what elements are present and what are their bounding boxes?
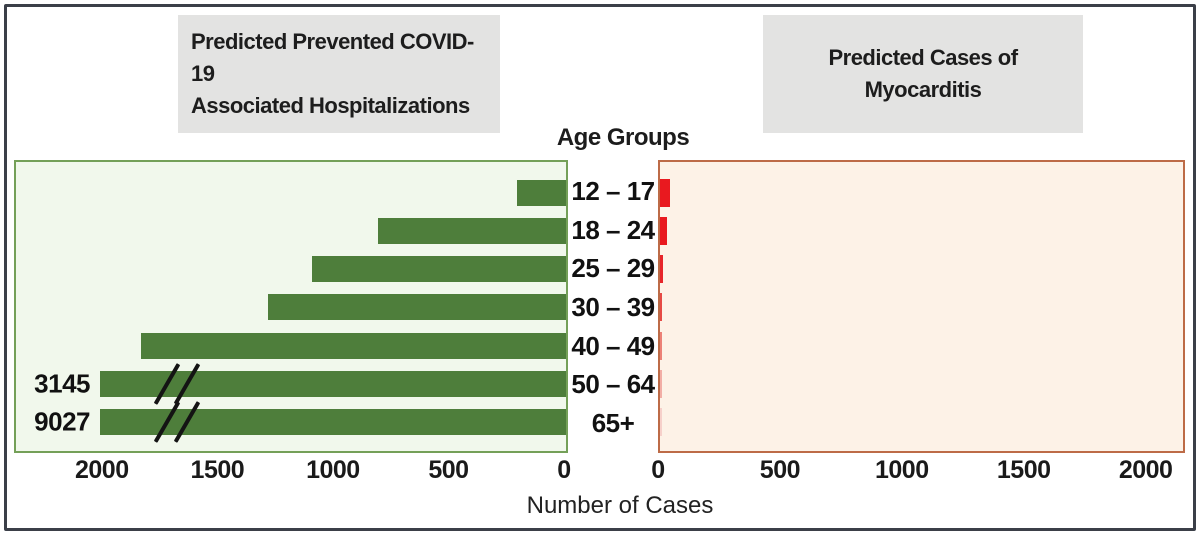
hospitalizations-row — [16, 327, 566, 365]
axis-tick-label: 2000 — [1118, 456, 1173, 484]
age-group-label: 30 – 39 — [571, 292, 655, 323]
axis-tick-label: 2000 — [75, 456, 129, 484]
age-group-label: 18 – 24 — [571, 214, 655, 245]
hospitalizations-row — [16, 250, 566, 288]
myocarditis-bar — [660, 407, 662, 436]
age-group-label: 12 – 17 — [571, 175, 655, 206]
hospitalizations-bar — [517, 180, 566, 207]
hospitalizations-bar — [267, 294, 566, 321]
age-groups-header: Age Groups — [556, 124, 690, 151]
myocarditis-row — [660, 403, 1183, 441]
age-group-label: 50 – 64 — [571, 369, 655, 400]
myocarditis-rows — [660, 162, 1183, 451]
myocarditis-bar — [660, 179, 670, 208]
myocarditis-row — [660, 250, 1183, 288]
axis-tick-label: 1500 — [996, 456, 1051, 484]
hospitalizations-bar — [311, 256, 566, 283]
age-group-label: 25 – 29 — [571, 253, 655, 284]
bar-value-label: 9027 — [34, 406, 90, 437]
hospitalizations-row: 3145 — [16, 362, 566, 405]
age-labels-column: 12 – 17 18 – 24 25 – 29 30 – 39 40 – 49 50 – … — [564, 160, 662, 453]
age-group-label: 40 – 49 — [571, 330, 655, 361]
myocarditis-bar — [660, 255, 664, 284]
hospitalizations-row — [16, 288, 566, 326]
myocarditis-bar — [660, 369, 662, 398]
hospitalizations-bar — [140, 332, 566, 359]
myocarditis-bar — [660, 217, 667, 246]
myocarditis-row — [660, 288, 1183, 326]
left-axis-ticks: 2000 1500 1000 500 0 — [14, 456, 571, 486]
axis-tick-label: 1000 — [306, 456, 360, 484]
axis-tick-label: 0 — [651, 456, 665, 484]
hospitalizations-panel: 3145 9027 — [14, 160, 568, 453]
axis-tick-label: 0 — [557, 456, 571, 484]
myocarditis-row — [660, 174, 1183, 212]
hospitalizations-row — [16, 174, 566, 212]
myocarditis-row — [660, 212, 1183, 250]
axis-tick-label: 1500 — [190, 456, 245, 484]
hospitalizations-bar — [377, 218, 566, 245]
myocarditis-bar — [660, 293, 663, 322]
right-axis-ticks: 0 500 1000 1500 2000 — [651, 456, 1181, 486]
axis-tick-label: 500 — [759, 456, 801, 484]
x-axis-label: Number of Cases — [526, 492, 714, 519]
myocarditis-row — [660, 365, 1183, 403]
myocarditis-bar — [660, 331, 662, 360]
hospitalizations-rows: 3145 9027 — [16, 162, 566, 451]
right-title-box: Predicted Cases of Myocarditis — [763, 15, 1083, 133]
myocarditis-panel — [658, 160, 1185, 453]
axis-tick-label: 500 — [428, 456, 469, 484]
left-title-box: Predicted Prevented COVID-19 Associated … — [178, 15, 500, 133]
hospitalizations-bar — [100, 370, 566, 397]
hospitalizations-row — [16, 212, 566, 250]
myocarditis-row — [660, 327, 1183, 365]
hospitalizations-row: 9027 — [16, 400, 566, 443]
axis-tick-label: 1000 — [875, 456, 929, 484]
hospitalizations-bar — [100, 408, 566, 435]
age-group-label: 65+ — [591, 408, 635, 439]
bar-value-label: 3145 — [34, 368, 90, 399]
